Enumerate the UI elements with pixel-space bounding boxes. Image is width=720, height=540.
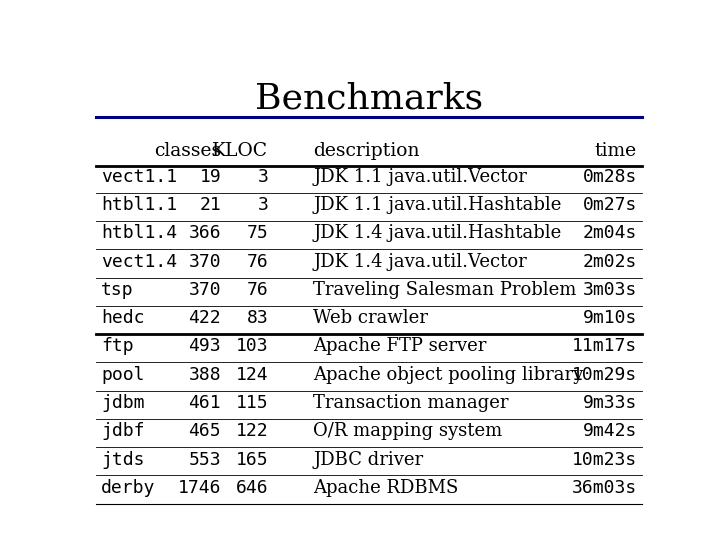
Text: Traveling Salesman Problem: Traveling Salesman Problem	[313, 281, 577, 299]
Text: 2m02s: 2m02s	[582, 253, 637, 271]
Text: 3: 3	[258, 196, 269, 214]
Text: KLOC: KLOC	[212, 141, 269, 160]
Text: JDBC driver: JDBC driver	[313, 450, 423, 469]
Text: 370: 370	[189, 281, 221, 299]
Text: 21: 21	[199, 196, 221, 214]
Text: JDK 1.1 java.util.Hashtable: JDK 1.1 java.util.Hashtable	[313, 196, 562, 214]
Text: 103: 103	[236, 338, 269, 355]
Text: JDK 1.4 java.util.Hashtable: JDK 1.4 java.util.Hashtable	[313, 225, 562, 242]
Text: 3m03s: 3m03s	[582, 281, 637, 299]
Text: time: time	[595, 141, 637, 160]
Text: htbl1.1: htbl1.1	[101, 196, 177, 214]
Text: 76: 76	[247, 281, 269, 299]
Text: 124: 124	[236, 366, 269, 384]
Text: derby: derby	[101, 479, 156, 497]
Text: JDK 1.4 java.util.Vector: JDK 1.4 java.util.Vector	[313, 253, 527, 271]
Text: 83: 83	[247, 309, 269, 327]
Text: htbl1.4: htbl1.4	[101, 225, 177, 242]
Text: Transaction manager: Transaction manager	[313, 394, 509, 412]
Text: 75: 75	[247, 225, 269, 242]
Text: 11m17s: 11m17s	[572, 338, 637, 355]
Text: jdbm: jdbm	[101, 394, 145, 412]
Text: 10m23s: 10m23s	[572, 450, 637, 469]
Text: 461: 461	[189, 394, 221, 412]
Text: 9m33s: 9m33s	[582, 394, 637, 412]
Text: 9m10s: 9m10s	[582, 309, 637, 327]
Text: 0m28s: 0m28s	[582, 168, 637, 186]
Text: 115: 115	[236, 394, 269, 412]
Text: jtds: jtds	[101, 450, 145, 469]
Text: vect1.1: vect1.1	[101, 168, 177, 186]
Text: 0m27s: 0m27s	[582, 196, 637, 214]
Text: 3: 3	[258, 168, 269, 186]
Text: classes: classes	[154, 141, 221, 160]
Text: 2m04s: 2m04s	[582, 225, 637, 242]
Text: 165: 165	[236, 450, 269, 469]
Text: 370: 370	[189, 253, 221, 271]
Text: 9m42s: 9m42s	[582, 422, 637, 440]
Text: Apache RDBMS: Apache RDBMS	[313, 479, 459, 497]
Text: 465: 465	[189, 422, 221, 440]
Text: pool: pool	[101, 366, 145, 384]
Text: Apache object pooling library: Apache object pooling library	[313, 366, 583, 384]
Text: Web crawler: Web crawler	[313, 309, 428, 327]
Text: 493: 493	[189, 338, 221, 355]
Text: O/R mapping system: O/R mapping system	[313, 422, 503, 440]
Text: Benchmarks: Benchmarks	[255, 82, 483, 116]
Text: jdbf: jdbf	[101, 422, 145, 440]
Text: 19: 19	[199, 168, 221, 186]
Text: description: description	[313, 141, 420, 160]
Text: 36m03s: 36m03s	[572, 479, 637, 497]
Text: 646: 646	[236, 479, 269, 497]
Text: 1746: 1746	[178, 479, 221, 497]
Text: Apache FTP server: Apache FTP server	[313, 338, 487, 355]
Text: 388: 388	[189, 366, 221, 384]
Text: ftp: ftp	[101, 338, 134, 355]
Text: vect1.4: vect1.4	[101, 253, 177, 271]
Text: 422: 422	[189, 309, 221, 327]
Text: 366: 366	[189, 225, 221, 242]
Text: tsp: tsp	[101, 281, 134, 299]
Text: 553: 553	[189, 450, 221, 469]
Text: hedc: hedc	[101, 309, 145, 327]
Text: 10m29s: 10m29s	[572, 366, 637, 384]
Text: 76: 76	[247, 253, 269, 271]
Text: JDK 1.1 java.util.Vector: JDK 1.1 java.util.Vector	[313, 168, 527, 186]
Text: 122: 122	[236, 422, 269, 440]
